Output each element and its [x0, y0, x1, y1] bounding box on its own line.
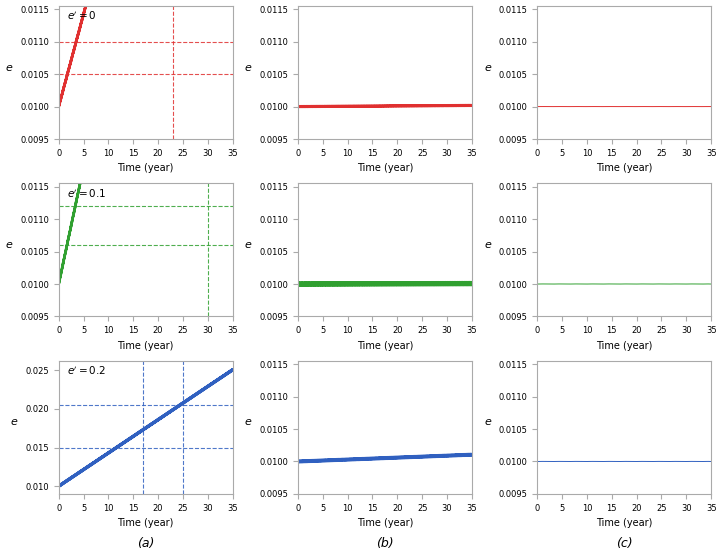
Y-axis label: e: e — [245, 240, 252, 250]
Y-axis label: e: e — [484, 62, 491, 72]
X-axis label: Time (year): Time (year) — [596, 341, 653, 351]
Text: (a): (a) — [137, 537, 155, 550]
Y-axis label: e: e — [11, 417, 17, 427]
Y-axis label: e: e — [484, 417, 491, 427]
Y-axis label: e: e — [6, 240, 12, 250]
X-axis label: Time (year): Time (year) — [118, 341, 174, 351]
X-axis label: Time (year): Time (year) — [357, 163, 413, 173]
Text: $e' = 0.1$: $e' = 0.1$ — [67, 188, 107, 200]
X-axis label: Time (year): Time (year) — [596, 518, 653, 528]
Text: (b): (b) — [376, 537, 393, 550]
Y-axis label: e: e — [484, 240, 491, 250]
Text: $e' = 0$: $e' = 0$ — [67, 10, 97, 23]
X-axis label: Time (year): Time (year) — [357, 341, 413, 351]
X-axis label: Time (year): Time (year) — [118, 518, 174, 528]
X-axis label: Time (year): Time (year) — [357, 518, 413, 528]
X-axis label: Time (year): Time (year) — [596, 163, 653, 173]
Text: $e' = 0.2$: $e' = 0.2$ — [67, 365, 106, 378]
X-axis label: Time (year): Time (year) — [118, 163, 174, 173]
Y-axis label: e: e — [6, 62, 12, 72]
Y-axis label: e: e — [245, 417, 252, 427]
Text: (c): (c) — [616, 537, 632, 550]
Y-axis label: e: e — [245, 62, 252, 72]
